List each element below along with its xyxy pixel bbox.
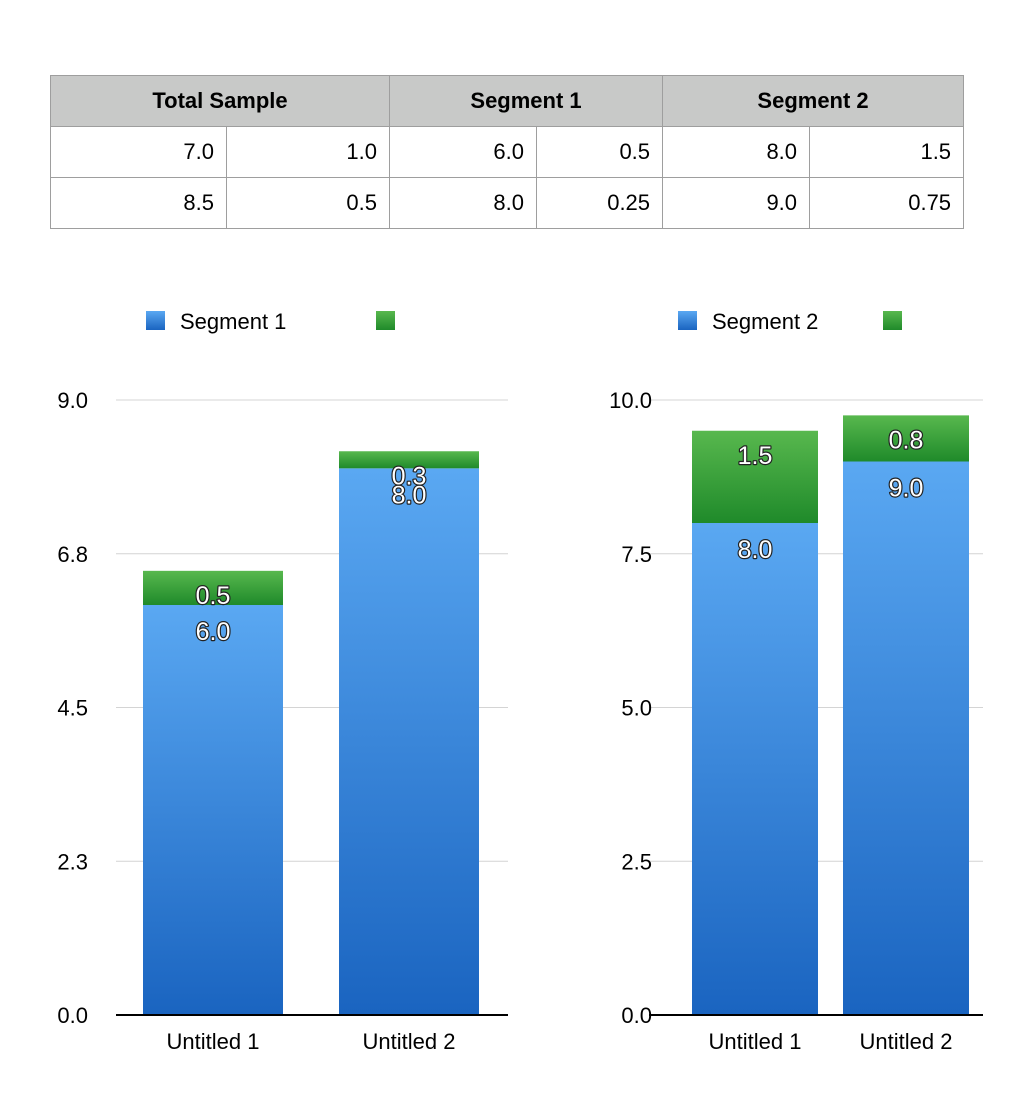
table-cell: 0.5 xyxy=(225,177,391,229)
x-category-label: Untitled 2 xyxy=(363,1029,456,1054)
legend-swatch-green xyxy=(376,311,395,330)
table-cell: 0.5 xyxy=(536,126,664,178)
table-cell: 8.0 xyxy=(662,126,811,178)
y-tick-label: 6.8 xyxy=(57,542,88,567)
y-tick-label: 5.0 xyxy=(621,696,652,721)
y-tick-label: 7.5 xyxy=(621,542,652,567)
y-tick-label: 2.3 xyxy=(57,849,88,874)
bar-top-segment xyxy=(692,430,818,523)
table-row: 7.0 1.0 6.0 0.5 8.0 1.5 xyxy=(50,126,965,178)
table-cell: 9.0 xyxy=(662,177,811,229)
bar-base-segment xyxy=(339,468,479,1015)
table-cell: 0.75 xyxy=(809,177,965,229)
x-category-label: Untitled 2 xyxy=(860,1029,953,1054)
table-header-segment-2: Segment 2 xyxy=(662,75,965,127)
bar-data-label: 0.5 xyxy=(196,582,231,610)
table-header-row: Total Sample Segment 1 Segment 2 xyxy=(49,75,965,127)
x-category-label: Untitled 1 xyxy=(709,1029,802,1054)
bar-data-label: 0.3 xyxy=(392,462,427,490)
y-tick-label: 9.0 xyxy=(57,388,88,413)
legend-swatch-green xyxy=(883,311,902,330)
bar-base-segment xyxy=(843,461,969,1015)
bar-top-segment xyxy=(843,415,969,462)
table-header-segment-1: Segment 1 xyxy=(389,75,664,127)
bar-top-segment xyxy=(143,570,283,605)
table-cell: 8.0 xyxy=(389,177,538,229)
y-tick-label: 2.5 xyxy=(621,849,652,874)
bar-base-segment xyxy=(143,605,283,1015)
stacked-bar-chart-segment-1: Segment 1 0.0 2.3 4.5 6.8 9.0 6.0 0.5 Untitled 1… xyxy=(57,309,508,1054)
x-category-label: Untitled 1 xyxy=(167,1029,260,1054)
bar-data-label: 0.8 xyxy=(889,426,924,454)
y-tick-label: 0.0 xyxy=(57,1003,88,1028)
legend-label: Segment 2 xyxy=(712,309,818,334)
y-tick-label: 0.0 xyxy=(621,1003,652,1028)
bar-data-label: 8.0 xyxy=(392,481,427,509)
bar-top-segment xyxy=(339,451,479,469)
y-tick-label: 10.0 xyxy=(609,388,652,413)
y-tick-label: 4.5 xyxy=(57,696,88,721)
bar-data-label: 8.0 xyxy=(738,536,773,564)
bar-base-segment xyxy=(692,523,818,1015)
table-cell: 6.0 xyxy=(389,126,538,178)
bar-data-label: 6.0 xyxy=(196,618,231,646)
table-cell: 8.5 xyxy=(50,177,227,229)
table-cell: 1.5 xyxy=(809,126,965,178)
bar-data-label: 9.0 xyxy=(889,475,924,503)
table-header-total-sample: Total Sample xyxy=(49,75,391,127)
table-cell: 1.0 xyxy=(225,126,391,178)
legend-swatch-blue xyxy=(678,311,697,330)
table-row: 8.5 0.5 8.0 0.25 9.0 0.75 xyxy=(50,177,965,229)
table-cell: 0.25 xyxy=(536,177,664,229)
table-cell: 7.0 xyxy=(50,126,227,178)
data-table: Total Sample Segment 1 Segment 2 7.0 1.0… xyxy=(49,75,965,229)
bar-data-label: 1.5 xyxy=(738,442,773,470)
legend-label: Segment 1 xyxy=(180,309,286,334)
legend-swatch-blue xyxy=(146,311,165,330)
stacked-bar-chart-segment-2: Segment 2 0.0 2.5 5.0 7.5 10.0 8.0 1.5 Untitled … xyxy=(609,309,983,1054)
